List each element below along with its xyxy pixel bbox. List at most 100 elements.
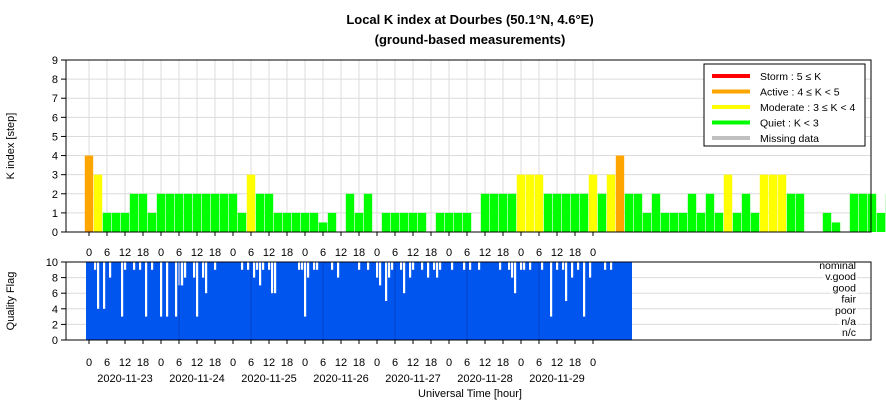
date-label: 2020-11-26 bbox=[313, 373, 368, 385]
k-bar bbox=[759, 174, 769, 232]
q-x-tick-label: 18 bbox=[425, 357, 437, 369]
quality-gap bbox=[274, 262, 277, 294]
k-x-tick-label: 0 bbox=[590, 247, 596, 259]
k-bar bbox=[750, 212, 760, 232]
quality-gap bbox=[379, 262, 382, 286]
k-bar bbox=[84, 155, 94, 232]
quality-gap bbox=[256, 262, 259, 270]
k-bar bbox=[246, 174, 256, 232]
q-x-tick-label: 0 bbox=[230, 357, 236, 369]
k-bar bbox=[777, 174, 787, 232]
quality-flag-x-ticks: 0 6 12 18 0 6 12 18 0 6 12 18 0 6 12 18 0 6 12 18 0 6 12 18 0 6 12… bbox=[86, 340, 596, 369]
k-x-tick-label: 6 bbox=[464, 247, 470, 259]
quality-gap bbox=[427, 262, 430, 278]
quality-gap bbox=[181, 262, 184, 286]
k-x-tick-label: 0 bbox=[446, 247, 452, 259]
q-x-tick-label: 6 bbox=[392, 357, 398, 369]
q-y-tick-label: 0 bbox=[52, 335, 58, 347]
k-bar bbox=[174, 193, 184, 232]
quality-gap bbox=[541, 262, 544, 270]
k-bar bbox=[786, 193, 796, 232]
k-bar bbox=[120, 212, 130, 232]
quality-gap bbox=[268, 262, 271, 270]
q-x-tick-label: 0 bbox=[590, 357, 596, 369]
q-x-tick-label: 18 bbox=[569, 357, 581, 369]
k-x-tick-label: 6 bbox=[248, 247, 254, 259]
k-bar bbox=[570, 193, 580, 232]
q-x-tick-label: 0 bbox=[446, 357, 452, 369]
k-bar bbox=[129, 193, 139, 232]
quality-gap bbox=[478, 262, 481, 270]
k-bar bbox=[273, 212, 283, 232]
quality-gap bbox=[421, 262, 424, 270]
k-x-tick-label: 0 bbox=[230, 247, 236, 259]
k-bar bbox=[435, 212, 445, 232]
k-bar bbox=[687, 193, 697, 232]
k-bar bbox=[147, 212, 157, 232]
q-x-tick-label: 0 bbox=[86, 357, 92, 369]
q-x-tick-label: 0 bbox=[518, 357, 524, 369]
k-y-tick-label: 3 bbox=[52, 170, 58, 182]
k-index-bars bbox=[84, 155, 886, 232]
k-x-tick-label: 12 bbox=[191, 247, 203, 259]
q-x-tick-label: 6 bbox=[104, 357, 110, 369]
q-x-tick-label: 18 bbox=[209, 357, 221, 369]
k-bar bbox=[93, 174, 103, 232]
quality-gap bbox=[604, 262, 607, 270]
q-x-tick-label: 6 bbox=[320, 357, 326, 369]
date-label: 2020-11-29 bbox=[529, 373, 584, 385]
k-x-tick-label: 18 bbox=[281, 247, 293, 259]
q-y-tick-label: 10 bbox=[46, 257, 58, 269]
k-bar bbox=[228, 193, 238, 232]
k-bar bbox=[417, 212, 427, 232]
quality-gap bbox=[391, 262, 394, 270]
q-x-tick-label: 18 bbox=[353, 357, 365, 369]
q-x-tick-label: 18 bbox=[137, 357, 149, 369]
quality-gap bbox=[589, 262, 592, 278]
quality-gap bbox=[376, 262, 379, 278]
q-x-tick-label: 12 bbox=[407, 357, 419, 369]
quality-gap bbox=[562, 262, 565, 270]
q-x-tick-label: 12 bbox=[191, 357, 203, 369]
k-bar bbox=[660, 212, 670, 232]
quality-gap bbox=[262, 262, 265, 270]
quality-gap bbox=[166, 262, 169, 317]
quality-gap bbox=[313, 262, 316, 270]
quality-gap bbox=[259, 262, 262, 286]
k-bar bbox=[363, 193, 373, 232]
date-label: 2020-11-27 bbox=[385, 373, 440, 385]
legend-label: Active : 4 ≤ K < 5 bbox=[760, 87, 840, 99]
date-label: 2020-11-28 bbox=[457, 373, 512, 385]
k-bar bbox=[453, 212, 463, 232]
legend-label: Quiet : K < 3 bbox=[760, 118, 819, 130]
k-y-tick-label: 1 bbox=[52, 208, 58, 220]
q-y-tick-label: 8 bbox=[52, 273, 58, 285]
k-y-tick-label: 8 bbox=[52, 74, 58, 86]
k-x-tick-label: 18 bbox=[425, 247, 437, 259]
quality-gap bbox=[388, 262, 391, 278]
k-bar bbox=[525, 174, 535, 232]
quality-gap bbox=[331, 262, 334, 270]
k-bar bbox=[552, 193, 562, 232]
k-index-y-ticks: 0 1 2 3 4 5 6 7 8 9 bbox=[52, 55, 66, 239]
quality-gap bbox=[400, 262, 403, 270]
quality-gap bbox=[499, 262, 502, 270]
k-bar bbox=[831, 222, 841, 232]
quality-gap bbox=[304, 262, 307, 317]
k-bar bbox=[462, 212, 472, 232]
k-bar bbox=[300, 212, 310, 232]
k-bar bbox=[642, 212, 652, 232]
k-bar bbox=[201, 193, 211, 232]
k-bar bbox=[858, 193, 868, 232]
q-x-tick-label: 6 bbox=[464, 357, 470, 369]
k-bar bbox=[390, 212, 400, 232]
k-x-tick-label: 0 bbox=[86, 247, 92, 259]
quality-category-label: n/c bbox=[842, 327, 856, 339]
k-x-tick-label: 12 bbox=[119, 247, 131, 259]
k-y-tick-label: 4 bbox=[52, 151, 58, 163]
q-y-tick-label: 4 bbox=[52, 304, 58, 316]
quality-gap bbox=[529, 262, 532, 270]
k-bar bbox=[237, 212, 247, 232]
quality-category-label: n/a bbox=[841, 316, 856, 328]
quality-gap bbox=[433, 262, 436, 270]
